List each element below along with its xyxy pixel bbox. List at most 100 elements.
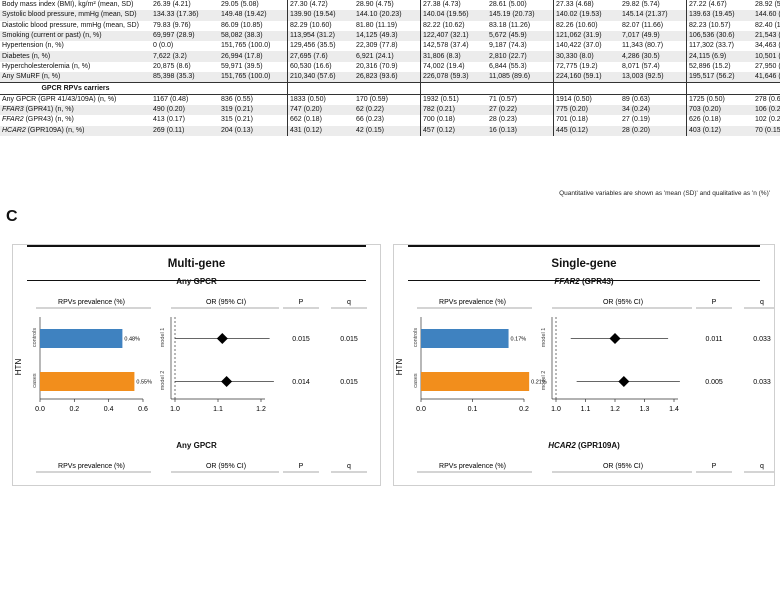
- q-header: q: [760, 299, 764, 306]
- table-cell: 52,896 (15.2): [686, 61, 753, 73]
- gene-name: HCAR2: [548, 441, 576, 450]
- forest-x-tick-label: 1.3: [640, 406, 650, 413]
- table-cell: 27 (0.19): [622, 116, 651, 124]
- or-ci-header: OR (95% CI): [206, 463, 246, 470]
- table-cell: 113,954 (31.2): [287, 30, 354, 42]
- q-value: 0.033: [753, 379, 771, 386]
- table-cell: 13,003 (92.5): [620, 72, 687, 83]
- gene-receptor: (GPR43): [579, 277, 614, 286]
- odds-ratio-point: [618, 376, 630, 387]
- row-label: Hypercholesterolemia (n, %): [2, 62, 91, 70]
- table-cell: 7,017 (49.9): [620, 30, 687, 42]
- table-row: Diabetes (n, %) 7,622 (3.2) 26,994 (17.8) 2…: [0, 51, 780, 62]
- table-cell: 42 (0.15): [354, 125, 421, 136]
- table-cell: 27,695 (7.6): [287, 51, 354, 62]
- table-cell: 129,456 (35.5): [287, 41, 354, 52]
- table-cell: 662 (0.18): [287, 115, 354, 126]
- p-header: P: [299, 463, 304, 470]
- bar-value-label: 0.21%: [531, 380, 547, 386]
- table-cell: 6,844 (55.3): [489, 62, 527, 70]
- table-cell: 27 (0.22): [487, 104, 554, 116]
- table-cell: 26,823 (93.6): [354, 72, 421, 83]
- table-cell: [354, 82, 421, 95]
- table-cell: 139.63 (19.45): [686, 10, 753, 21]
- q-header: q: [347, 463, 351, 470]
- table-row: FFAR2 (GPR43) (n, %) 413 (0.17) 315 (0.21)…: [0, 115, 780, 126]
- table-cell: 106 (0.23): [753, 104, 780, 116]
- table-cell: 14,125 (49.3): [354, 30, 421, 42]
- table-cell: 1725 (0.50): [686, 93, 753, 105]
- row-label-text: (GPR109A) (n, %): [25, 126, 85, 134]
- table-cell: 122,407 (32.1): [420, 30, 487, 42]
- table-cell: 490 (0.20): [151, 104, 219, 116]
- or-ci-header: OR (95% CI): [603, 299, 643, 306]
- table-cell: 62 (0.22): [354, 104, 421, 116]
- table-row: Any SMuRF (n, %) 85,398 (35.3) 151,765 (10…: [0, 72, 780, 83]
- table-cell: 82.22 (10.62): [420, 20, 487, 31]
- table-cell: 31,806 (8.3): [420, 51, 487, 62]
- table-cell: 149.48 (19.42): [219, 10, 288, 21]
- row-label: Any GPCR (GPR 41/43/109A) (n, %): [0, 93, 151, 105]
- table-cell: 83.18 (11.26): [489, 21, 531, 29]
- table-cell: 102 (0.22): [755, 116, 780, 124]
- table-cell: 28 (0.20): [620, 125, 687, 136]
- table-cell: 315 (0.21): [221, 116, 253, 124]
- title-rule: [27, 245, 366, 247]
- table-cell: 59,971 (39.5): [221, 62, 263, 70]
- bar-x-tick-label: 0.0: [35, 406, 45, 413]
- table-cell: 140,422 (37.0): [553, 41, 620, 52]
- table-cell: 10,501 (23.1): [753, 51, 780, 62]
- bar-x-tick-label: 0.1: [468, 406, 478, 413]
- category-label: cases: [32, 373, 38, 388]
- odds-ratio-point: [216, 333, 228, 344]
- row-label: Diastolic blood pressure, mmHg (mean, SD…: [2, 21, 139, 29]
- table-cell: 60,530 (16.6): [287, 61, 354, 73]
- row-label: FFAR3 (GPR41) (n, %): [0, 104, 151, 116]
- table-cell: 26.39 (4.21): [153, 1, 191, 9]
- table-cell: 1914 (0.50): [553, 93, 620, 105]
- section-subtitle: FFAR2 (GPR43): [394, 277, 774, 286]
- table-cell: 28.92 (5.03): [755, 1, 780, 9]
- bar-x-tick-label: 0.6: [138, 406, 148, 413]
- table-cell: 319 (0.21): [219, 104, 288, 116]
- table-cell: 269 (0.11): [151, 125, 219, 136]
- table-cell: 81.80 (11.19): [356, 21, 398, 29]
- prevalence-bar: [40, 329, 123, 348]
- title-divider: [27, 280, 366, 281]
- table-cell: 782 (0.21): [420, 104, 487, 116]
- p-value: 0.014: [292, 379, 310, 386]
- row-label: FFAR2 (GPR43) (n, %): [0, 115, 151, 125]
- gene-name: FFAR2: [2, 116, 24, 124]
- category-label: controls: [32, 328, 38, 348]
- table-cell: 700 (0.18): [420, 115, 487, 126]
- table-cell: 224,160 (59.1): [553, 72, 620, 83]
- table-cell: 27,950 (61.4): [755, 62, 780, 70]
- table-cell: 431 (0.12): [287, 125, 354, 136]
- table-cell: 836 (0.55): [219, 93, 288, 105]
- table-cell: 106,536 (30.6): [686, 30, 753, 42]
- table-cell: 701 (0.18): [553, 115, 620, 126]
- table-cell: 28.90 (4.75): [356, 1, 394, 9]
- table-row: FFAR3 (GPR41) (n, %) 490 (0.20) 319 (0.21)…: [0, 104, 780, 116]
- table-cell: 2,810 (22.7): [487, 51, 554, 62]
- bar-value-label: 0.17%: [511, 337, 527, 343]
- table-cell: 142,578 (37.4): [420, 41, 487, 52]
- table-cell: 24,115 (6.9): [686, 51, 753, 62]
- table-row: Hypertension (n, %) 0 (0.0) 151,765 (100.0…: [0, 41, 780, 52]
- table-cell: 89 (0.63): [620, 93, 687, 105]
- p-value: 0.011: [706, 336, 723, 343]
- table-cell: 27.38 (4.73): [420, 0, 487, 11]
- title-rule: [408, 245, 760, 247]
- table-cell: [420, 82, 487, 95]
- title-divider: [408, 280, 760, 281]
- table-cell: 79.83 (9.76): [153, 21, 191, 29]
- model-label: model 2: [541, 371, 547, 391]
- table-row: Any GPCR (GPR 41/43/109A) (n, %) 1167 (0.…: [0, 93, 780, 105]
- table-cell: 74,002 (19.4): [420, 61, 487, 73]
- table-cell: 82.07 (11.66): [622, 21, 664, 29]
- table-cell: [219, 82, 288, 95]
- table-cell: 151,765 (100.0): [221, 42, 271, 50]
- table-cell: 22,309 (77.8): [356, 42, 398, 50]
- table-cell: 71 (0.57): [487, 93, 554, 105]
